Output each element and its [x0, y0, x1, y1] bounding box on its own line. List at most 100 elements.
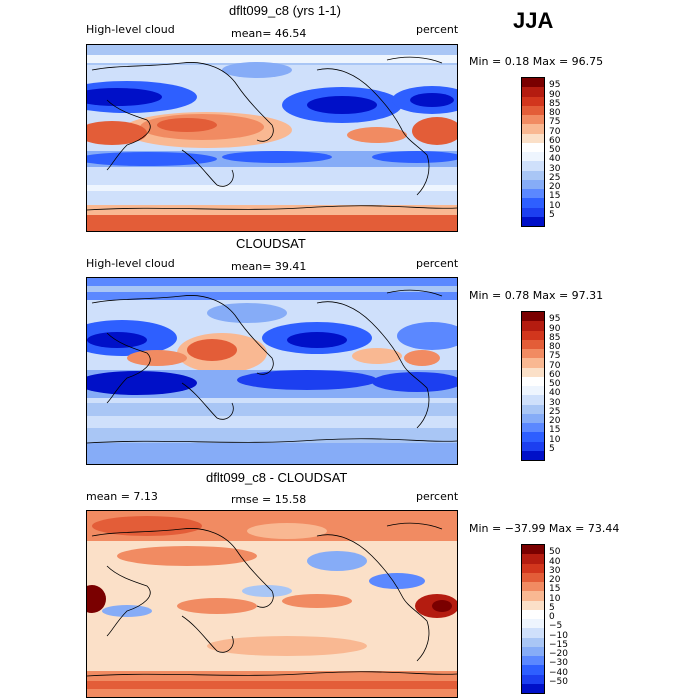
colorbar-label: 30 — [549, 163, 561, 174]
colorbar-label: 75 — [549, 351, 561, 362]
colorbar-label: −30 — [549, 658, 568, 669]
colorbar-swatch — [522, 450, 544, 460]
panel2-variable-label: High-level cloud — [86, 257, 175, 270]
colorbar-label: −20 — [549, 649, 568, 659]
colorbar-swatch — [522, 432, 544, 442]
colorbar-label: 20 — [549, 182, 561, 192]
colorbar-swatch — [522, 665, 544, 675]
colorbar-swatch — [522, 674, 544, 684]
colorbar-label: 5 — [549, 209, 555, 220]
colorbar-swatch — [522, 591, 544, 601]
colorbar-label: 15 — [549, 425, 561, 436]
panel2-title: CLOUDSAT — [236, 236, 306, 251]
colorbar-label: 30 — [549, 565, 561, 576]
colorbar-swatch — [522, 572, 544, 582]
colorbar-swatch — [522, 170, 544, 180]
colorbar-swatch — [522, 330, 544, 340]
colorbar-label: 85 — [549, 332, 561, 343]
colorbar-swatch — [522, 115, 544, 125]
colorbar-label: 0 — [549, 612, 555, 622]
panel1-map — [86, 44, 458, 232]
colorbar-swatch — [522, 395, 544, 405]
colorbar-swatch — [522, 637, 544, 647]
colorbar-swatch — [522, 554, 544, 564]
colorbar-label: 75 — [549, 117, 561, 128]
panel3-rmse: rmse = 15.58 — [231, 493, 307, 506]
colorbar-label: 90 — [549, 323, 561, 334]
colorbar-swatch — [522, 563, 544, 573]
colorbar-swatch — [522, 142, 544, 152]
colorbar-label: 50 — [549, 379, 561, 389]
colorbar-swatch — [522, 628, 544, 638]
colorbar-label: 70 — [549, 126, 561, 137]
panel3-map — [86, 510, 458, 698]
panel1-variable-label: High-level cloud — [86, 23, 175, 36]
colorbar-label: −40 — [549, 667, 568, 678]
colorbar-swatch — [522, 321, 544, 331]
colorbar-label: 85 — [549, 98, 561, 109]
panel2-colorbar — [521, 311, 545, 461]
colorbar-swatch — [522, 198, 544, 208]
colorbar-swatch — [522, 87, 544, 97]
panel3-units: percent — [416, 490, 459, 503]
colorbar-label: 10 — [549, 434, 561, 445]
colorbar-swatch — [522, 124, 544, 134]
colorbar-swatch — [522, 312, 544, 322]
colorbar-label: 20 — [549, 416, 561, 426]
panel3-title: dflt099_c8 - CLOUDSAT — [206, 470, 348, 485]
colorbar-swatch — [522, 413, 544, 423]
colorbar-swatch — [522, 619, 544, 629]
colorbar-label: 95 — [549, 80, 561, 91]
colorbar-swatch — [522, 582, 544, 592]
panel2-minmax: Min = 0.78 Max = 97.31 — [469, 289, 604, 302]
colorbar-swatch — [522, 386, 544, 396]
colorbar-label: 60 — [549, 369, 561, 380]
panel1-title: dflt099_c8 (yrs 1-1) — [229, 3, 341, 18]
panel1-mean: mean= 46.54 — [231, 27, 307, 40]
colorbar-swatch — [522, 600, 544, 610]
panel3-colorbar — [521, 544, 545, 694]
panel1-colorbar — [521, 77, 545, 227]
colorbar-label: 5 — [549, 602, 555, 613]
colorbar-swatch — [522, 404, 544, 414]
panel1-units: percent — [416, 23, 459, 36]
panel2-map — [86, 277, 458, 465]
colorbar-swatch — [522, 423, 544, 433]
colorbar-label: 50 — [549, 547, 561, 558]
colorbar-label: 70 — [549, 360, 561, 371]
colorbar-label: 40 — [549, 556, 561, 567]
colorbar-label: 15 — [549, 584, 561, 595]
colorbar-swatch — [522, 161, 544, 171]
colorbar-swatch — [522, 441, 544, 451]
colorbar-swatch — [522, 216, 544, 226]
panel1-minmax: Min = 0.18 Max = 96.75 — [469, 55, 604, 68]
colorbar-swatch — [522, 179, 544, 189]
colorbar-label: 15 — [549, 191, 561, 202]
colorbar-label: 60 — [549, 135, 561, 146]
colorbar-label: 80 — [549, 108, 561, 118]
colorbar-swatch — [522, 207, 544, 217]
panel3-mean: mean = 7.13 — [86, 490, 158, 503]
colorbar-swatch — [522, 656, 544, 666]
colorbar-label: 80 — [549, 342, 561, 352]
colorbar-label: 40 — [549, 388, 561, 399]
colorbar-swatch — [522, 609, 544, 619]
colorbar-swatch — [522, 339, 544, 349]
colorbar-label: 10 — [549, 200, 561, 211]
colorbar-swatch — [522, 78, 544, 88]
colorbar-label: 90 — [549, 89, 561, 100]
colorbar-swatch — [522, 683, 544, 693]
colorbar-swatch — [522, 349, 544, 359]
colorbar-swatch — [522, 376, 544, 386]
colorbar-label: 30 — [549, 397, 561, 408]
colorbar-swatch — [522, 545, 544, 555]
colorbar-label: 10 — [549, 593, 561, 604]
colorbar-swatch — [522, 646, 544, 656]
colorbar-swatch — [522, 358, 544, 368]
colorbar-label: −15 — [549, 639, 568, 650]
season-label: JJA — [513, 8, 554, 33]
panel3-minmax: Min = −37.99 Max = 73.44 — [469, 522, 620, 535]
colorbar-label: 50 — [549, 145, 561, 155]
colorbar-swatch — [522, 105, 544, 115]
colorbar-label: −50 — [549, 676, 568, 687]
